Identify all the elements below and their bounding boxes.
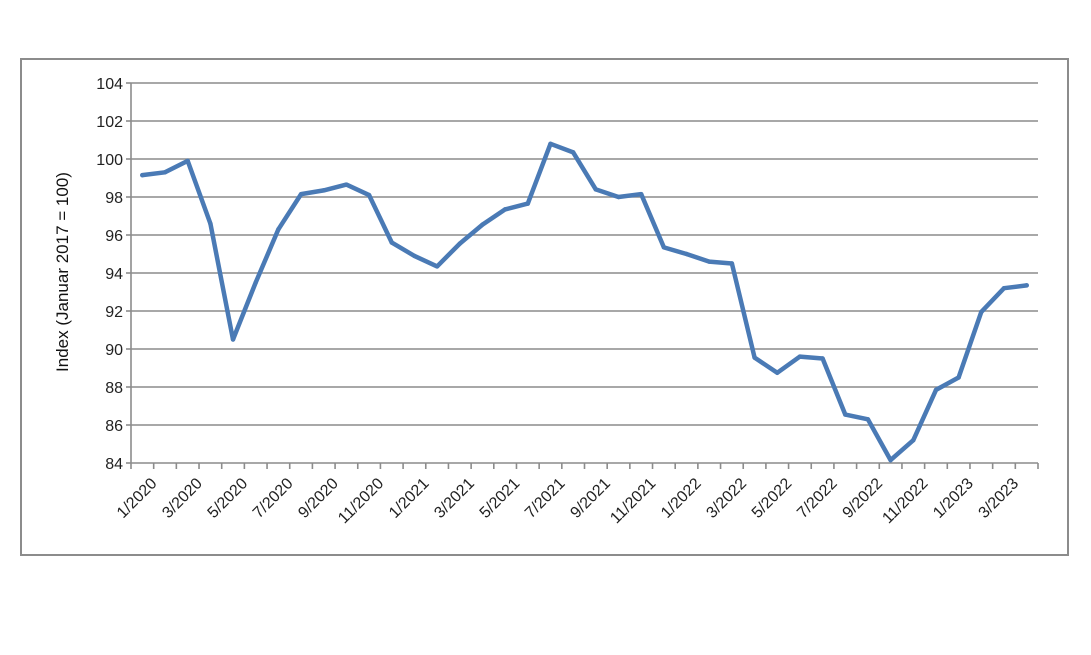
- data-point-7-2022: [820, 356, 825, 361]
- x-tick-label-7-2020: 7/2020: [250, 475, 297, 522]
- data-point-1-2023: [956, 375, 961, 380]
- series: [140, 141, 1029, 463]
- y-axis-title: Index (Januar 2017 = 100): [53, 172, 72, 372]
- data-point-7-2020: [276, 227, 281, 232]
- data-point-6-2021: [525, 201, 531, 206]
- x-tick-label-1-2021: 1/2021: [386, 475, 433, 522]
- data-point-4-2021: [480, 222, 485, 227]
- axes: [126, 82, 1039, 469]
- data-point-12-2020: [389, 240, 394, 245]
- x-tick-label-3-2022: 3/2022: [703, 475, 750, 522]
- data-point-8-2021: [570, 150, 576, 155]
- data-point-9-2022: [865, 417, 871, 422]
- grid-lines: [131, 82, 1038, 426]
- data-point-6-2022: [797, 354, 803, 359]
- y-tick-label-84: 84: [105, 456, 123, 473]
- data-point-8-2020: [298, 191, 304, 197]
- data-point-10-2020: [344, 182, 349, 187]
- x-tick-label-1-2023: 1/2023: [930, 475, 977, 522]
- data-point-1-2021: [412, 253, 417, 259]
- data-point-5-2021: [502, 207, 508, 212]
- data-point-3-2021: [457, 241, 462, 246]
- data-point-5-2022: [775, 370, 780, 375]
- data-point-6-2020: [253, 280, 258, 285]
- data-point-12-2021: [661, 245, 667, 250]
- x-tick-label-1-2022: 1/2022: [658, 475, 705, 522]
- x-tick-label-11-2022: 11/2022: [879, 475, 931, 527]
- x-tick-label-3-2020: 3/2020: [159, 475, 206, 522]
- y-tick-label-96: 96: [105, 228, 123, 245]
- data-point-2-2023: [979, 309, 984, 315]
- y-tick-label-92: 92: [105, 304, 123, 321]
- y-tick-label-90: 90: [105, 342, 123, 359]
- data-point-2-2022: [707, 259, 712, 264]
- data-point-3-2023: [1001, 286, 1007, 291]
- y-tick-label-104: 104: [96, 76, 123, 93]
- y-tick-label-102: 102: [96, 114, 123, 131]
- x-tick-label-5-2020: 5/2020: [205, 475, 252, 522]
- y-tick-labels: 84 86 88 90 92 94 96 98 100 102 104: [96, 76, 123, 473]
- data-point-2-2021: [434, 264, 440, 269]
- x-tick-label-3-2023: 3/2023: [976, 475, 1023, 522]
- x-tick-label-3-2021: 3/2021: [431, 475, 478, 522]
- data-point-9-2020: [321, 188, 326, 193]
- data-point-12-2022: [933, 387, 939, 393]
- data-point-5-2020: [230, 337, 236, 342]
- data-point-1-2020: [140, 172, 145, 178]
- data-point-10-2022: [888, 457, 893, 463]
- data-point-4-2020: [208, 221, 213, 226]
- data-point-3-2020: [185, 158, 190, 164]
- data-point-10-2021: [616, 194, 621, 200]
- data-point-2-2020: [162, 170, 168, 175]
- data-point-3-2022: [729, 261, 735, 266]
- data-point-9-2021: [593, 187, 599, 192]
- x-tick-label-11-2020: 11/2020: [335, 475, 387, 527]
- x-tick-label-1-2020: 1/2020: [114, 475, 161, 522]
- y-tick-label-94: 94: [105, 266, 123, 283]
- data-point-7-2021: [548, 141, 553, 146]
- y-tick-label-86: 86: [105, 418, 123, 435]
- data-point-8-2022: [843, 412, 848, 417]
- data-point-4-2023: [1024, 283, 1029, 288]
- y-tick-label-98: 98: [105, 190, 123, 207]
- x-tick-label-7-2022: 7/2022: [794, 475, 841, 522]
- x-tick-label-7-2021: 7/2021: [522, 475, 569, 522]
- x-tick-label-11-2021: 11/2021: [607, 475, 659, 527]
- x-tick-labels: 1/20203/20205/20207/20209/202011/20201/2…: [114, 475, 1022, 527]
- data-point-11-2021: [638, 191, 644, 197]
- x-tick-label-5-2022: 5/2022: [749, 475, 796, 522]
- data-point-11-2020: [366, 192, 372, 198]
- chart-frame: [20, 58, 1069, 556]
- x-tick-label-5-2021: 5/2021: [477, 475, 524, 522]
- y-tick-label-88: 88: [105, 380, 123, 397]
- data-point-11-2022: [911, 438, 916, 443]
- data-point-4-2022: [752, 355, 757, 360]
- data-point-1-2022: [684, 251, 689, 257]
- series-line-0: [140, 141, 1029, 463]
- y-tick-label-100: 100: [96, 152, 123, 169]
